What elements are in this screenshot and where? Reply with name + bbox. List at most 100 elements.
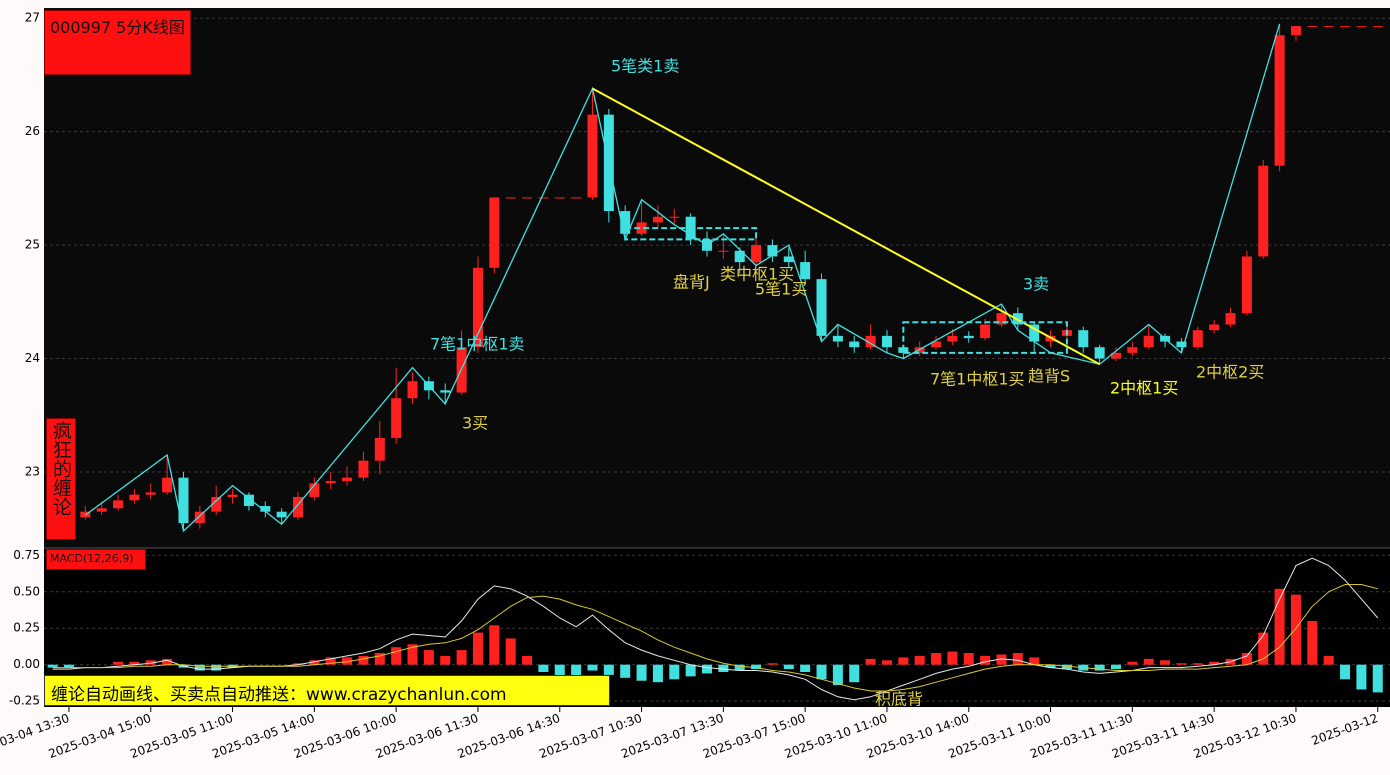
- macd-bar: [145, 660, 156, 665]
- macd-bar: [587, 664, 598, 671]
- candle-body: [1045, 335, 1056, 342]
- macd-bar: [63, 664, 74, 668]
- macd-bar: [783, 664, 794, 670]
- macd-bar: [391, 647, 402, 665]
- macd-bar: [162, 658, 173, 665]
- annotation: 类中枢1买: [720, 265, 794, 284]
- macd-bar: [194, 664, 205, 671]
- candle-body: [767, 245, 778, 257]
- macd-bar: [1340, 664, 1351, 680]
- macd-bar: [1176, 663, 1187, 665]
- macd-bar: [963, 653, 974, 665]
- candle-body: [931, 341, 942, 348]
- candle-body: [865, 335, 876, 348]
- annotation: 2中枢2买: [1196, 363, 1264, 382]
- y-tick-label: 25: [25, 238, 40, 252]
- candle-body: [1225, 313, 1236, 325]
- candle-body: [636, 222, 647, 234]
- macd-bar: [325, 657, 336, 665]
- y-tick-label: 0.00: [13, 657, 40, 671]
- macd-line: [52, 584, 1378, 692]
- annotation: 积底背: [875, 690, 923, 709]
- annotation: 3买: [462, 414, 488, 433]
- macd-bar: [1061, 664, 1072, 670]
- candle-body: [571, 197, 582, 199]
- candle-body: [129, 494, 140, 501]
- candle-body: [587, 114, 598, 198]
- candle-body: [980, 324, 991, 339]
- candle-body: [211, 496, 222, 512]
- macd-bar: [1012, 653, 1023, 665]
- macd-bar: [702, 664, 712, 674]
- y-tick-label: 23: [25, 464, 40, 478]
- main-panel: [44, 8, 1390, 548]
- macd-bar: [522, 655, 533, 665]
- candle-body: [1307, 26, 1318, 28]
- macd-bar: [718, 664, 729, 672]
- annotation: 3卖: [1023, 275, 1049, 294]
- pivot-box: [902, 321, 1068, 354]
- y-tick-label: 0.25: [13, 621, 40, 635]
- side-label: 疯狂的缠论: [46, 418, 76, 540]
- macd-bar: [1143, 658, 1154, 665]
- candle-body: [538, 197, 549, 199]
- annotation: 5笔类1卖: [611, 57, 679, 76]
- candle-body: [783, 256, 794, 263]
- macd-bar: [571, 664, 582, 678]
- chart-title: 000997 5分K线图: [44, 10, 191, 75]
- macd-bar: [881, 660, 892, 665]
- candle-body: [1029, 324, 1040, 342]
- macd-bar: [505, 638, 516, 665]
- candle-body: [145, 492, 156, 495]
- candle-body: [947, 335, 958, 342]
- annotation: 盘背J: [673, 273, 710, 292]
- candle-body: [194, 511, 205, 524]
- candle-body: [816, 279, 827, 336]
- macd-bar: [1209, 661, 1220, 665]
- candle-body: [652, 216, 663, 223]
- candle-body: [1127, 347, 1138, 353]
- y-tick-label: 0.75: [13, 548, 40, 562]
- candle-body: [1274, 35, 1285, 166]
- macd-bar: [293, 663, 303, 665]
- macd-bar: [489, 625, 500, 665]
- candle-body: [1192, 330, 1203, 348]
- macd-bar: [129, 661, 140, 665]
- macd-bar: [980, 655, 991, 665]
- y-tick-label: -0.25: [9, 694, 40, 708]
- macd-bar: [636, 664, 647, 681]
- candle-body: [178, 477, 189, 524]
- candle-body: [472, 267, 483, 348]
- macd-bar: [1241, 653, 1252, 665]
- candle-body: [1241, 256, 1252, 314]
- annotation: 7笔1中枢1买: [930, 370, 1025, 389]
- candle-body: [751, 245, 762, 263]
- macd-bar: [1127, 661, 1138, 665]
- macd-bar: [1258, 632, 1269, 665]
- macd-bar: [947, 651, 958, 665]
- macd-bar: [1094, 664, 1105, 671]
- macd-bar: [1160, 660, 1171, 665]
- candle-body: [260, 506, 271, 512]
- macd-bar: [1307, 620, 1318, 665]
- bi-line: [84, 23, 1281, 533]
- macd-bar: [816, 664, 827, 680]
- macd-bar: [767, 663, 778, 665]
- candle-body: [1290, 26, 1301, 36]
- macd-bar: [931, 653, 942, 665]
- macd-bar: [1045, 664, 1056, 668]
- macd-title: MACD(12,26,9): [46, 549, 146, 570]
- macd-bar: [211, 664, 222, 671]
- candle-body: [358, 460, 369, 478]
- candle-body: [1258, 165, 1269, 257]
- macd-bar: [849, 664, 860, 683]
- macd-bar: [800, 664, 811, 672]
- candle-body: [407, 381, 418, 399]
- macd-bar: [1323, 655, 1334, 665]
- candle-body: [440, 390, 451, 393]
- macd-bar: [1192, 663, 1203, 665]
- candle-body: [1176, 341, 1187, 348]
- candle-body: [227, 494, 238, 497]
